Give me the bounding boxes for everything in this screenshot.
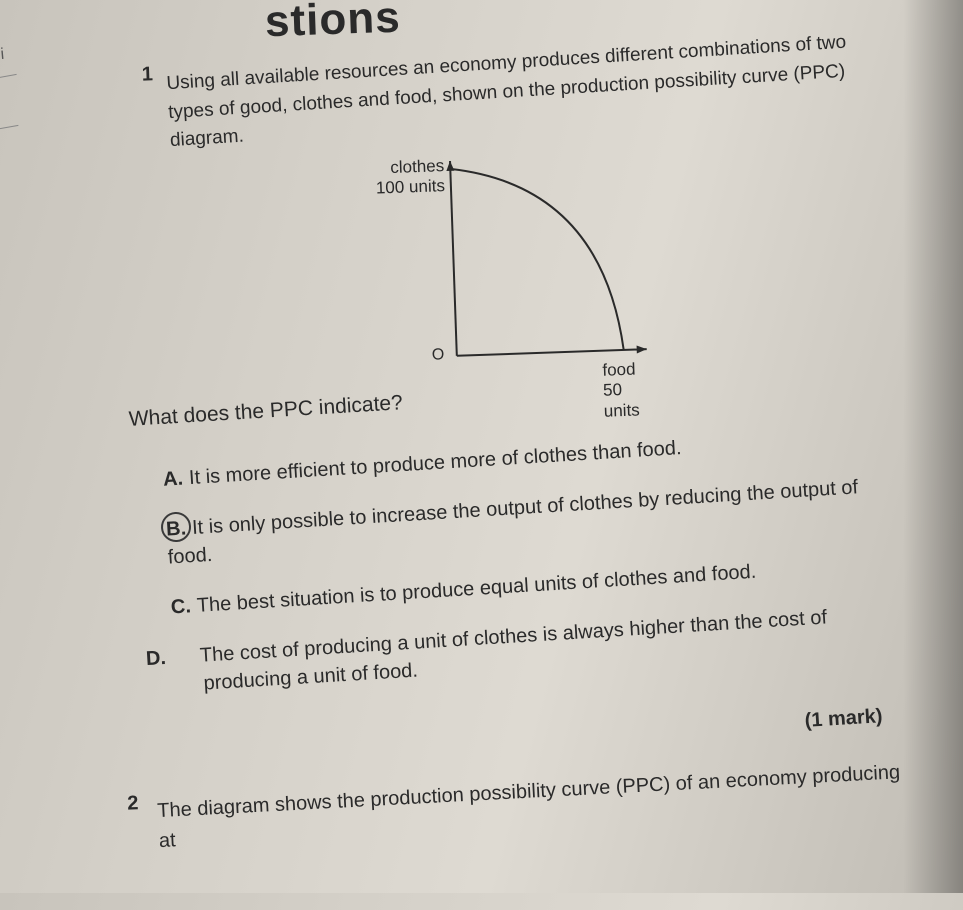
question-2-text: The diagram shows the production possibi… bbox=[157, 756, 919, 856]
page-header-fragment: stions bbox=[264, 0, 401, 47]
margin-rule-lines bbox=[0, 76, 24, 277]
option-b-text: It is only possible to increase the outp… bbox=[167, 476, 858, 568]
answer-options: A.It is more efficient to produce more o… bbox=[162, 421, 906, 721]
page-edge-shadow bbox=[903, 0, 963, 893]
origin-label: O bbox=[431, 346, 444, 364]
ppc-curve-svg bbox=[445, 154, 652, 371]
question-1-number: 1 bbox=[141, 63, 153, 86]
question-1-prompt: What does the PPC indicate? bbox=[128, 391, 403, 432]
ppc-chart: clothes 100 units O food 50 units bbox=[370, 144, 658, 394]
option-b-letter: B. bbox=[165, 514, 193, 544]
y-axis-label-line1: clothes bbox=[390, 156, 445, 177]
option-d-letter: D. bbox=[173, 642, 201, 672]
option-a-letter: A. bbox=[162, 464, 190, 494]
x-axis-label-line2: 50 units bbox=[603, 380, 640, 420]
y-axis-label-line2: 100 units bbox=[376, 177, 446, 198]
question-1-marks: (1 mark) bbox=[804, 705, 883, 733]
y-axis-label: clothes 100 units bbox=[375, 156, 445, 199]
margin-cutoff-text: Ani bbox=[0, 46, 5, 66]
x-axis-line bbox=[457, 349, 647, 356]
option-c-text: The best situation is to produce equal u… bbox=[196, 561, 757, 617]
x-axis-label: food 50 units bbox=[602, 359, 659, 422]
x-axis-arrow bbox=[637, 345, 647, 353]
option-c-letter: C. bbox=[170, 592, 198, 622]
option-a-text: It is more efficient to produce more of … bbox=[188, 437, 682, 489]
option-d-text: The cost of producing a unit of clothes … bbox=[199, 606, 827, 694]
question-2-number: 2 bbox=[127, 792, 139, 815]
ppc-curve-path bbox=[450, 163, 623, 356]
x-axis-label-line1: food bbox=[602, 360, 636, 380]
y-axis-line bbox=[450, 161, 457, 356]
